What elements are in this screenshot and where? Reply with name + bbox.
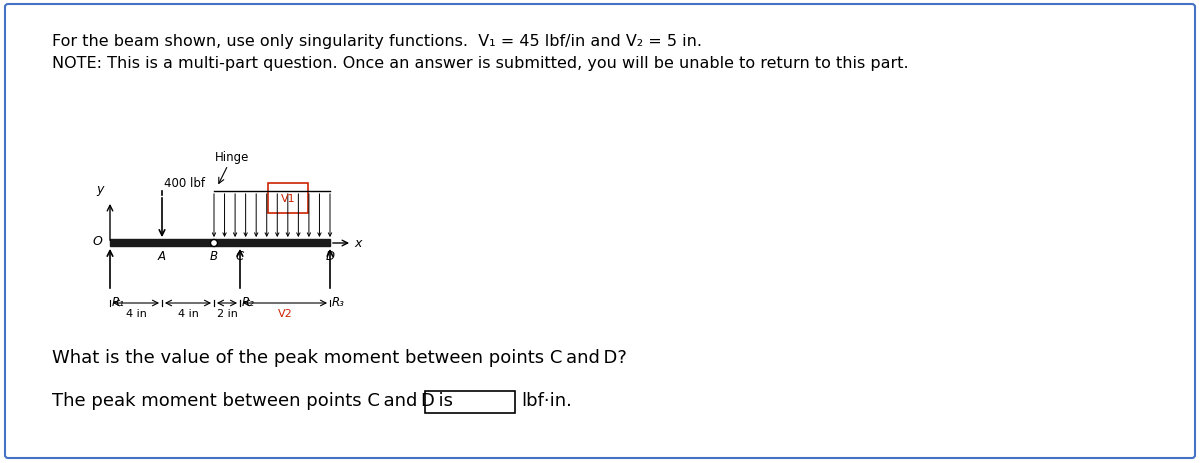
Text: 4 in: 4 in [178,308,198,319]
Text: R₁: R₁ [112,295,125,308]
Text: B: B [210,250,218,263]
FancyBboxPatch shape [5,5,1195,458]
Bar [425,391,515,413]
Text: V1: V1 [281,194,295,204]
Bar [268,184,308,213]
Text: 2 in: 2 in [216,308,238,319]
Text: C: C [236,250,244,263]
Text: x: x [354,237,361,250]
Text: 4 in: 4 in [126,308,146,319]
Text: D: D [325,250,335,263]
Bar [110,239,330,246]
Text: y: y [96,182,103,195]
Text: V2: V2 [277,308,293,319]
Text: R₂: R₂ [242,295,254,308]
Text: A: A [158,250,166,263]
Text: The peak moment between points C and D is: The peak moment between points C and D i… [52,391,454,409]
Circle shape [210,240,217,247]
Text: 400 lbf: 400 lbf [164,176,205,189]
Text: Hinge: Hinge [215,150,250,163]
Text: For the beam shown, use only singularity functions.  V₁ = 45 lbf/in and V₂ = 5 i: For the beam shown, use only singularity… [52,34,702,49]
Text: O: O [92,235,102,248]
Text: NOTE: This is a multi-part question. Once an answer is submitted, you will be un: NOTE: This is a multi-part question. Onc… [52,56,908,71]
Text: lbf·in.: lbf·in. [521,391,572,409]
Text: R₃: R₃ [332,295,344,308]
Text: What is the value of the peak moment between points C and D?: What is the value of the peak moment bet… [52,348,626,366]
